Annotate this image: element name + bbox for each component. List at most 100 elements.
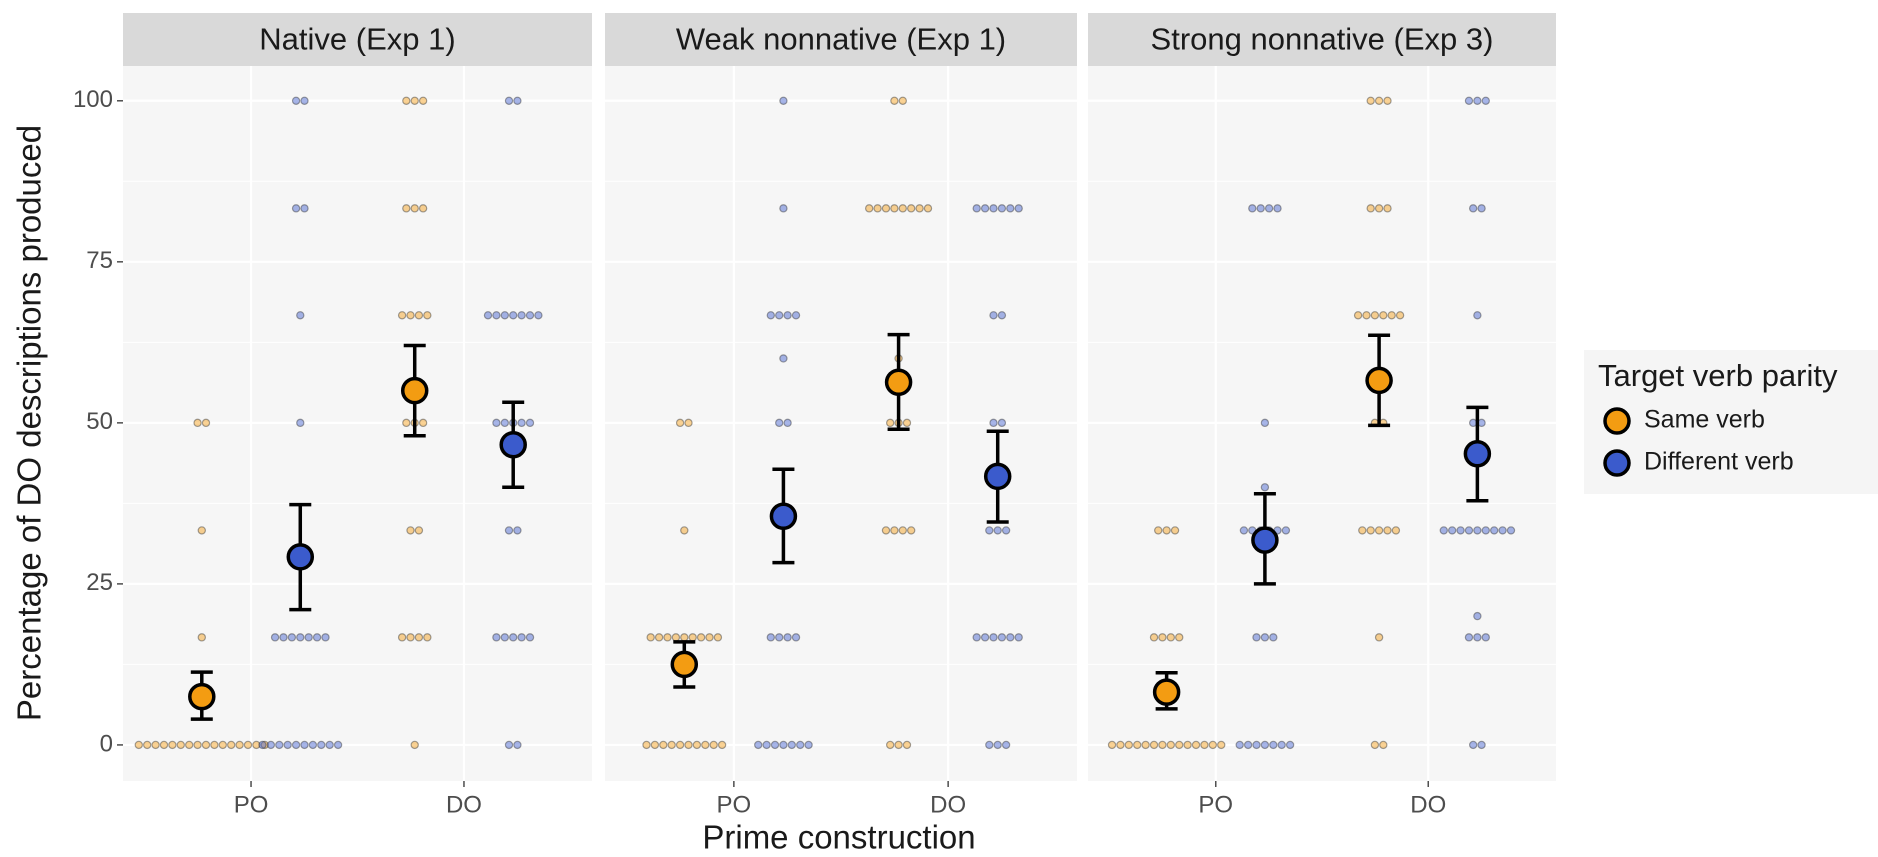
legend-label: Different verb xyxy=(1644,448,1794,476)
raw-point xyxy=(1366,204,1375,213)
raw-point xyxy=(168,740,177,750)
raw-point xyxy=(1481,633,1490,642)
mean-point xyxy=(286,543,315,571)
legend-marker xyxy=(1603,449,1631,477)
raw-point xyxy=(406,633,415,642)
x-axis-title: Prime construction xyxy=(702,819,975,856)
raw-point xyxy=(783,418,792,428)
raw-point xyxy=(317,740,326,750)
raw-point xyxy=(525,418,535,428)
raw-point xyxy=(492,633,501,642)
raw-point xyxy=(902,740,912,750)
raw-point xyxy=(304,633,313,642)
raw-point xyxy=(701,740,710,750)
raw-point xyxy=(1473,96,1482,105)
raw-point xyxy=(517,633,526,642)
raw-point xyxy=(517,311,526,320)
raw-point xyxy=(1456,526,1465,535)
raw-point xyxy=(193,418,202,428)
raw-point xyxy=(1133,740,1142,750)
raw-point xyxy=(201,418,211,428)
raw-point xyxy=(402,204,411,213)
raw-point xyxy=(1395,311,1405,320)
raw-point xyxy=(667,740,676,750)
raw-point xyxy=(671,633,681,642)
raw-point xyxy=(142,740,152,750)
raw-point xyxy=(1464,96,1474,105)
raw-point xyxy=(483,311,493,320)
y-axis-title: Percentage of DO descriptions produced xyxy=(11,125,48,721)
y-tick-label: 100 xyxy=(73,86,113,113)
raw-point xyxy=(260,740,269,750)
raw-point xyxy=(1260,633,1270,642)
raw-point xyxy=(885,418,895,428)
raw-point xyxy=(787,740,797,750)
raw-point xyxy=(885,740,895,750)
raw-point xyxy=(1116,740,1125,750)
raw-point xyxy=(525,311,535,320)
x-tick-label: DO xyxy=(1410,791,1446,818)
raw-point xyxy=(1477,204,1486,213)
mean-point xyxy=(884,368,913,397)
raw-point xyxy=(410,740,419,750)
raw-point xyxy=(1362,311,1371,320)
raw-point xyxy=(1158,740,1167,750)
raw-point xyxy=(275,740,284,750)
y-tick-label: 75 xyxy=(86,247,113,274)
raw-point xyxy=(406,311,415,320)
raw-point xyxy=(783,311,792,320)
raw-point xyxy=(243,740,253,750)
raw-point xyxy=(1158,633,1167,642)
raw-point xyxy=(713,633,723,642)
raw-point xyxy=(779,354,788,363)
raw-point xyxy=(197,633,206,642)
raw-point xyxy=(418,418,428,428)
raw-point xyxy=(688,633,697,642)
raw-point xyxy=(779,96,788,105)
mean-point xyxy=(769,502,798,531)
raw-point xyxy=(1141,740,1150,750)
raw-point xyxy=(989,311,998,320)
raw-point xyxy=(1166,633,1176,642)
raw-point xyxy=(1208,740,1218,750)
raw-point xyxy=(1481,526,1490,535)
mean-point xyxy=(1251,526,1279,554)
raw-point xyxy=(985,526,994,535)
raw-point xyxy=(1260,418,1270,428)
raw-point xyxy=(1200,740,1209,750)
raw-point xyxy=(1481,96,1490,105)
raw-point xyxy=(159,740,169,750)
facet-title: Native (Exp 1) xyxy=(259,22,455,57)
mean-point xyxy=(188,682,216,711)
raw-point xyxy=(646,633,655,642)
raw-point xyxy=(1154,526,1163,535)
raw-point xyxy=(692,740,702,750)
raw-point xyxy=(796,740,805,750)
raw-point xyxy=(1498,526,1507,535)
raw-point xyxy=(650,740,660,750)
raw-point xyxy=(410,96,419,105)
raw-point xyxy=(1383,204,1392,213)
raw-point xyxy=(397,311,407,320)
raw-point xyxy=(1243,740,1253,750)
raw-point xyxy=(775,633,784,642)
raw-point xyxy=(291,96,301,105)
raw-point xyxy=(993,740,1002,750)
raw-point xyxy=(873,204,882,213)
raw-point xyxy=(1353,311,1363,320)
facet-title: Strong nonnative (Exp 3) xyxy=(1151,22,1494,57)
raw-point xyxy=(1464,526,1474,535)
raw-point xyxy=(1014,633,1023,642)
raw-point xyxy=(906,526,916,535)
raw-point xyxy=(333,740,343,750)
raw-point xyxy=(492,311,501,320)
raw-point xyxy=(291,204,301,213)
raw-point xyxy=(410,204,419,213)
raw-point xyxy=(1149,633,1159,642)
raw-point xyxy=(1277,740,1286,750)
raw-point xyxy=(675,740,685,750)
raw-point xyxy=(1468,204,1478,213)
raw-point xyxy=(1281,526,1291,535)
mean-point xyxy=(983,462,1012,491)
raw-point xyxy=(993,526,1002,535)
